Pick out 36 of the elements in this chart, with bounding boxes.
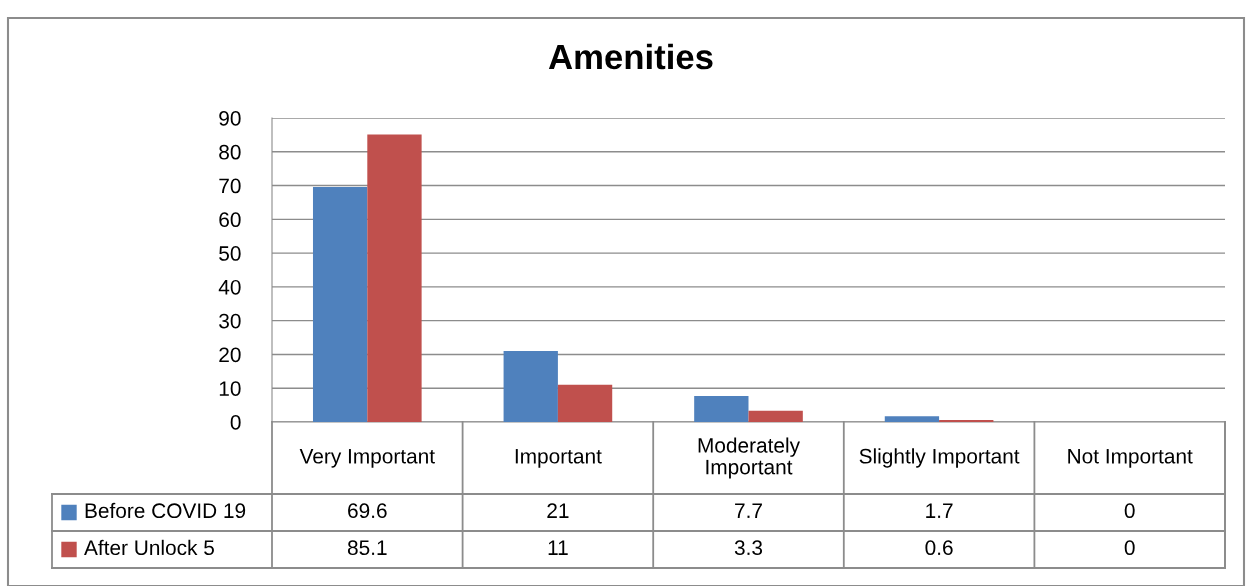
data-label: 0.6	[925, 540, 953, 556]
y-tick-label: 30	[219, 313, 241, 329]
bar	[503, 351, 558, 422]
bar	[312, 186, 368, 422]
data-label: 21	[547, 503, 569, 518]
data-label: 0	[1124, 540, 1135, 556]
data-label: 1.7	[926, 503, 953, 518]
y-tick-label: 80	[219, 144, 241, 160]
bar	[557, 384, 613, 422]
y-tick-label: 90	[219, 111, 241, 126]
legend-label: Before COVID 19	[85, 502, 246, 519]
bar	[694, 395, 749, 422]
y-tick-label: 40	[218, 279, 241, 295]
y-tick-label: 0	[230, 415, 241, 430]
x-tick-label: Very Important	[299, 449, 435, 468]
data-label: 3.3	[734, 540, 763, 556]
x-tick-label: Important	[515, 449, 602, 468]
legend-label: After Unlock 5	[84, 539, 214, 556]
y-tick-label: 10	[219, 381, 241, 396]
data-label: 85.1	[347, 540, 387, 556]
y-tick-label: 60	[219, 212, 241, 228]
bar	[884, 416, 940, 422]
data-label: 0	[1124, 503, 1135, 519]
chart-title: Amenities	[548, 43, 713, 70]
data-label: 11	[548, 540, 568, 555]
x-tick-label: Not Important	[1068, 449, 1193, 468]
bar	[939, 419, 994, 422]
data-label: 7.7	[735, 503, 762, 518]
y-tick-label: 70	[219, 178, 241, 194]
data-label: 69.6	[348, 503, 387, 519]
bar	[748, 410, 803, 422]
x-tick-label: Slightly Important	[859, 448, 1020, 468]
bar	[367, 134, 422, 422]
x-tick-label: Moderately Important	[698, 437, 800, 479]
y-tick-label: 50	[219, 246, 241, 261]
y-tick-label: 20	[219, 347, 241, 363]
